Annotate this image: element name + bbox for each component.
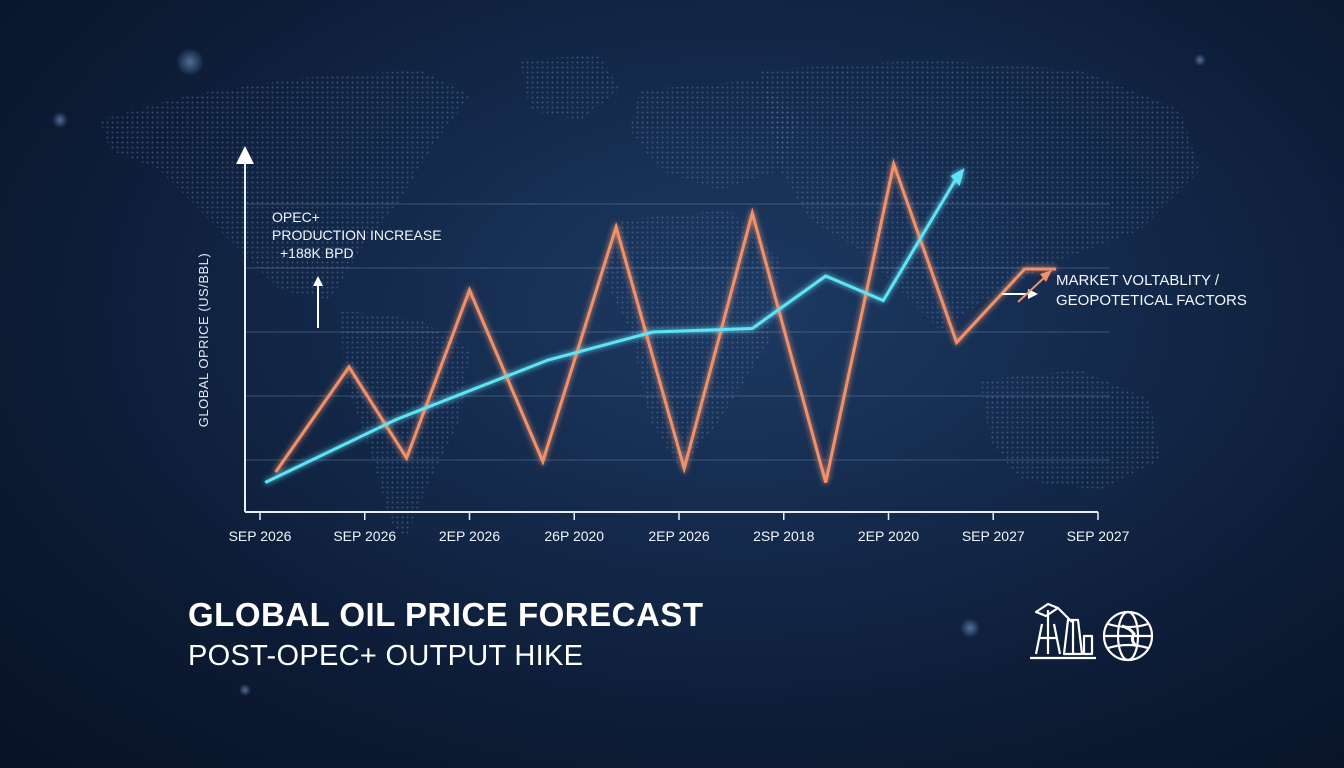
market-annotation-line-2: GEOPOTETICAL FACTORS (1056, 292, 1247, 309)
opec-annotation-line-1: OPEC+ (272, 209, 320, 225)
south-america-shape (340, 310, 470, 540)
opec-annotation-line-2: PRODUCTION INCREASE (272, 227, 442, 243)
asia-shape (760, 60, 1200, 330)
globe-icon (1102, 610, 1154, 662)
opec-annotation-line-3: +188K BPD (280, 245, 354, 261)
market-orange-arrow (1017, 275, 1047, 303)
x-tick-label: 26P 2020 (544, 528, 604, 544)
series-line-trend (264, 177, 958, 484)
market-annotation-line-1: MARKET VOLTABLITY / (1056, 272, 1220, 289)
axes (236, 146, 1098, 513)
x-tick-label: 2EP 2026 (648, 528, 709, 544)
chart-subtitle: POST-OPEC+ OUTPUT HIKE (188, 640, 584, 672)
x-ticks: SEP 2026 SEP 2026 2EP 2026 26P 2020 2EP 2026… (229, 512, 1130, 544)
x-tick-label: SEP 2026 (333, 528, 396, 544)
opec-annotation: OPEC+ PRODUCTION INCREASE +188K BPD (272, 208, 442, 262)
x-tick-label: SEP 2027 (962, 528, 1025, 544)
greenland-shape (520, 55, 620, 120)
trend-arrow-head (950, 168, 965, 186)
x-tick-label: 2EP 2020 (858, 528, 919, 544)
x-tick-label: SEP 2026 (229, 528, 292, 544)
series-layer (264, 158, 1057, 484)
y-axis-arrow (236, 146, 254, 164)
y-axis-label: GLOBAL OPRICE (US/BBL) (196, 252, 211, 428)
series-line-price (274, 158, 1057, 483)
europe-shape (630, 80, 800, 190)
opec-arrow-head (313, 276, 323, 286)
x-tick-label: SEP 2027 (1067, 528, 1130, 544)
oil-pump-icon (1030, 602, 1096, 660)
x-tick-label: 2EP 2026 (439, 528, 500, 544)
north-america-shape (100, 70, 470, 300)
market-orange-arrow-head (1040, 270, 1052, 282)
x-tick-label: 2SP 2018 (753, 528, 814, 544)
market-annotation: MARKET VOLTABLITY / GEOPOTETICAL FACTORS (1056, 271, 1247, 311)
australia-shape (980, 370, 1160, 490)
chart-title: GLOBAL OIL PRICE FORECAST (188, 596, 704, 633)
annotation-arrows (313, 270, 1052, 328)
